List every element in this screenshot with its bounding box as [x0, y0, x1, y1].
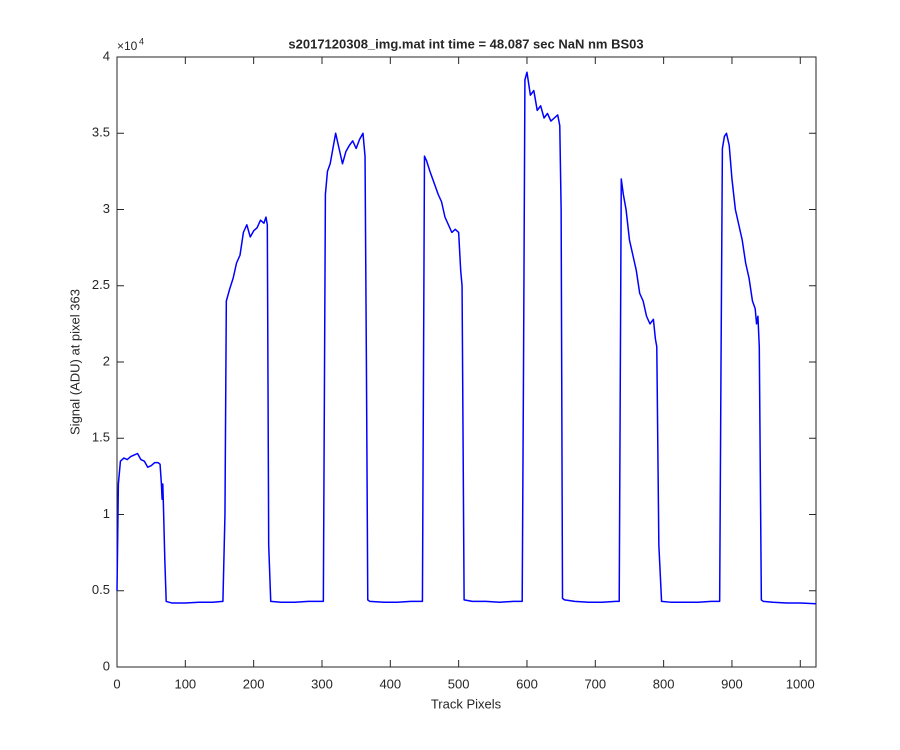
y-tick-label: 3.5	[92, 125, 110, 140]
y-tick-label: 3	[103, 201, 110, 216]
y-multiplier-exponent: 4	[139, 36, 144, 46]
x-tick-label: 0	[113, 676, 120, 691]
y-tick-label: 2.5	[92, 277, 110, 292]
x-tick-label: 300	[311, 676, 333, 691]
y-tick-label: 0.5	[92, 582, 110, 597]
y-tick-label: 1.5	[92, 430, 110, 445]
x-tick-label: 500	[448, 676, 470, 691]
y-axis-label: Signal (ADU) at pixel 363	[67, 289, 82, 435]
y-multiplier: ×10	[117, 39, 138, 53]
y-tick-label: 0	[103, 658, 110, 673]
x-tick-label: 800	[653, 676, 675, 691]
y-tick-label: 2	[103, 353, 110, 368]
x-tick-label: 1000	[786, 676, 815, 691]
x-tick-label: 400	[379, 676, 401, 691]
y-tick-label: 4	[103, 48, 110, 63]
x-tick-label: 200	[243, 676, 265, 691]
chart-title: s2017120308_img.mat int time = 48.087 se…	[288, 36, 643, 51]
y-tick-label: 1	[103, 506, 110, 521]
x-tick-label: 900	[721, 676, 743, 691]
x-axis-label: Track Pixels	[431, 696, 502, 711]
x-tick-label: 700	[584, 676, 606, 691]
data-line	[116, 71, 817, 605]
x-tick-label: 600	[516, 676, 538, 691]
x-tick-label: 100	[174, 676, 196, 691]
